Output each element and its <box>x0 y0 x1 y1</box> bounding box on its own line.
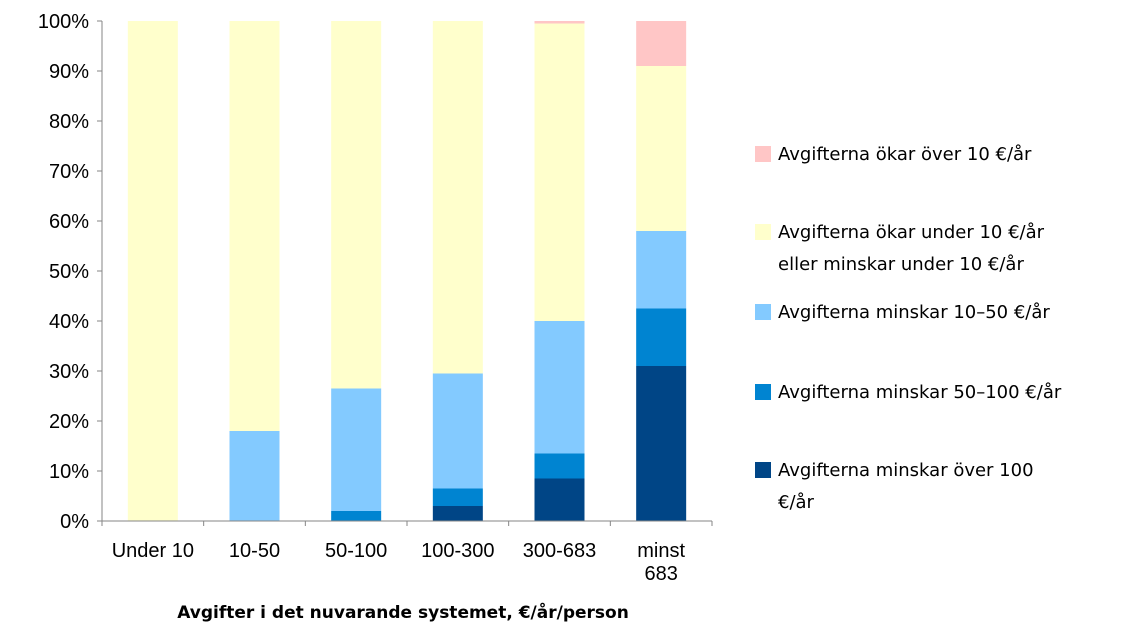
y-tick-label: 20% <box>49 411 89 433</box>
bar-segment-c2-s1 <box>331 511 382 521</box>
y-tick-label: 50% <box>49 261 89 283</box>
y-tick-label: 60% <box>49 211 89 233</box>
bar-segment-c4-s3 <box>534 23 585 321</box>
x-tick-label: Under 10 <box>112 540 194 562</box>
bar-segment-c4-s0 <box>534 478 585 521</box>
bar-segment-c5-s1 <box>636 308 687 366</box>
legend-swatch <box>755 304 771 320</box>
legend: Avgifterna ökar över 10 €/år Avgifterna ö… <box>755 144 1062 513</box>
bar-segment-c3-s2 <box>432 373 483 489</box>
bar-segment-c5-s4 <box>636 21 687 66</box>
bars-layer <box>127 21 687 521</box>
x-tick-label: 100-300 <box>421 540 494 562</box>
y-tick-label: 80% <box>49 111 89 133</box>
bar-segment-c2-s3 <box>331 21 382 389</box>
bar-segment-c5-s3 <box>636 66 687 231</box>
legend-swatch <box>755 224 771 240</box>
x-tick-label: 50-100 <box>325 540 387 562</box>
bar-segment-c4-s4 <box>534 21 585 24</box>
bar-segment-c1-s3 <box>229 21 280 431</box>
legend-swatch <box>755 146 771 162</box>
bar-segment-c0-s3 <box>127 21 178 521</box>
bar-segment-c5-s2 <box>636 231 687 309</box>
bar-segment-c1-s2 <box>229 431 280 521</box>
y-tick-labels: 0% 10% 20% 30% 40% 50% 60% 70% 80% 90% 100% <box>38 11 89 533</box>
axes-layer <box>97 20 713 526</box>
legend-label: Avgifterna ökar över 10 €/år <box>778 144 1032 165</box>
y-tick-label: 0% <box>60 511 89 533</box>
x-tick-label: minst 683 <box>637 540 685 585</box>
y-tick-label: 30% <box>49 361 89 383</box>
legend-label: Avgifterna ökar under 10 €/år eller minsk… <box>778 222 1045 275</box>
legend-label: Avgifterna minskar 50–100 €/år <box>778 382 1062 403</box>
legend-swatch <box>755 384 771 400</box>
y-tick-label: 90% <box>49 61 89 83</box>
bar-segment-c4-s2 <box>534 321 585 454</box>
legend-swatch <box>755 462 771 478</box>
bar-segment-c3-s0 <box>432 506 483 521</box>
y-tick-label: 70% <box>49 161 89 183</box>
bar-segment-c3-s1 <box>432 488 483 506</box>
legend-label: Avgifterna minskar 10–50 €/år <box>778 302 1050 323</box>
x-tick-label: 10-50 <box>229 540 280 562</box>
bar-segment-c4-s1 <box>534 453 585 479</box>
y-tick-label: 10% <box>49 461 89 483</box>
bar-segment-c2-s2 <box>331 388 382 511</box>
y-tick-label: 100% <box>38 11 89 33</box>
y-tick-label: 40% <box>49 311 89 333</box>
legend-label: Avgifterna minskar över 100 €/år <box>778 460 1034 513</box>
x-axis-title: Avgifter i det nuvarande systemet, €/år/… <box>177 601 629 623</box>
x-tick-label: 300-683 <box>523 540 596 562</box>
x-tick-labels: Under 10 10-50 50-100 100-300 300-683 minst 68… <box>112 540 686 585</box>
bar-segment-c5-s0 <box>636 366 687 521</box>
bar-segment-c3-s3 <box>432 21 483 374</box>
